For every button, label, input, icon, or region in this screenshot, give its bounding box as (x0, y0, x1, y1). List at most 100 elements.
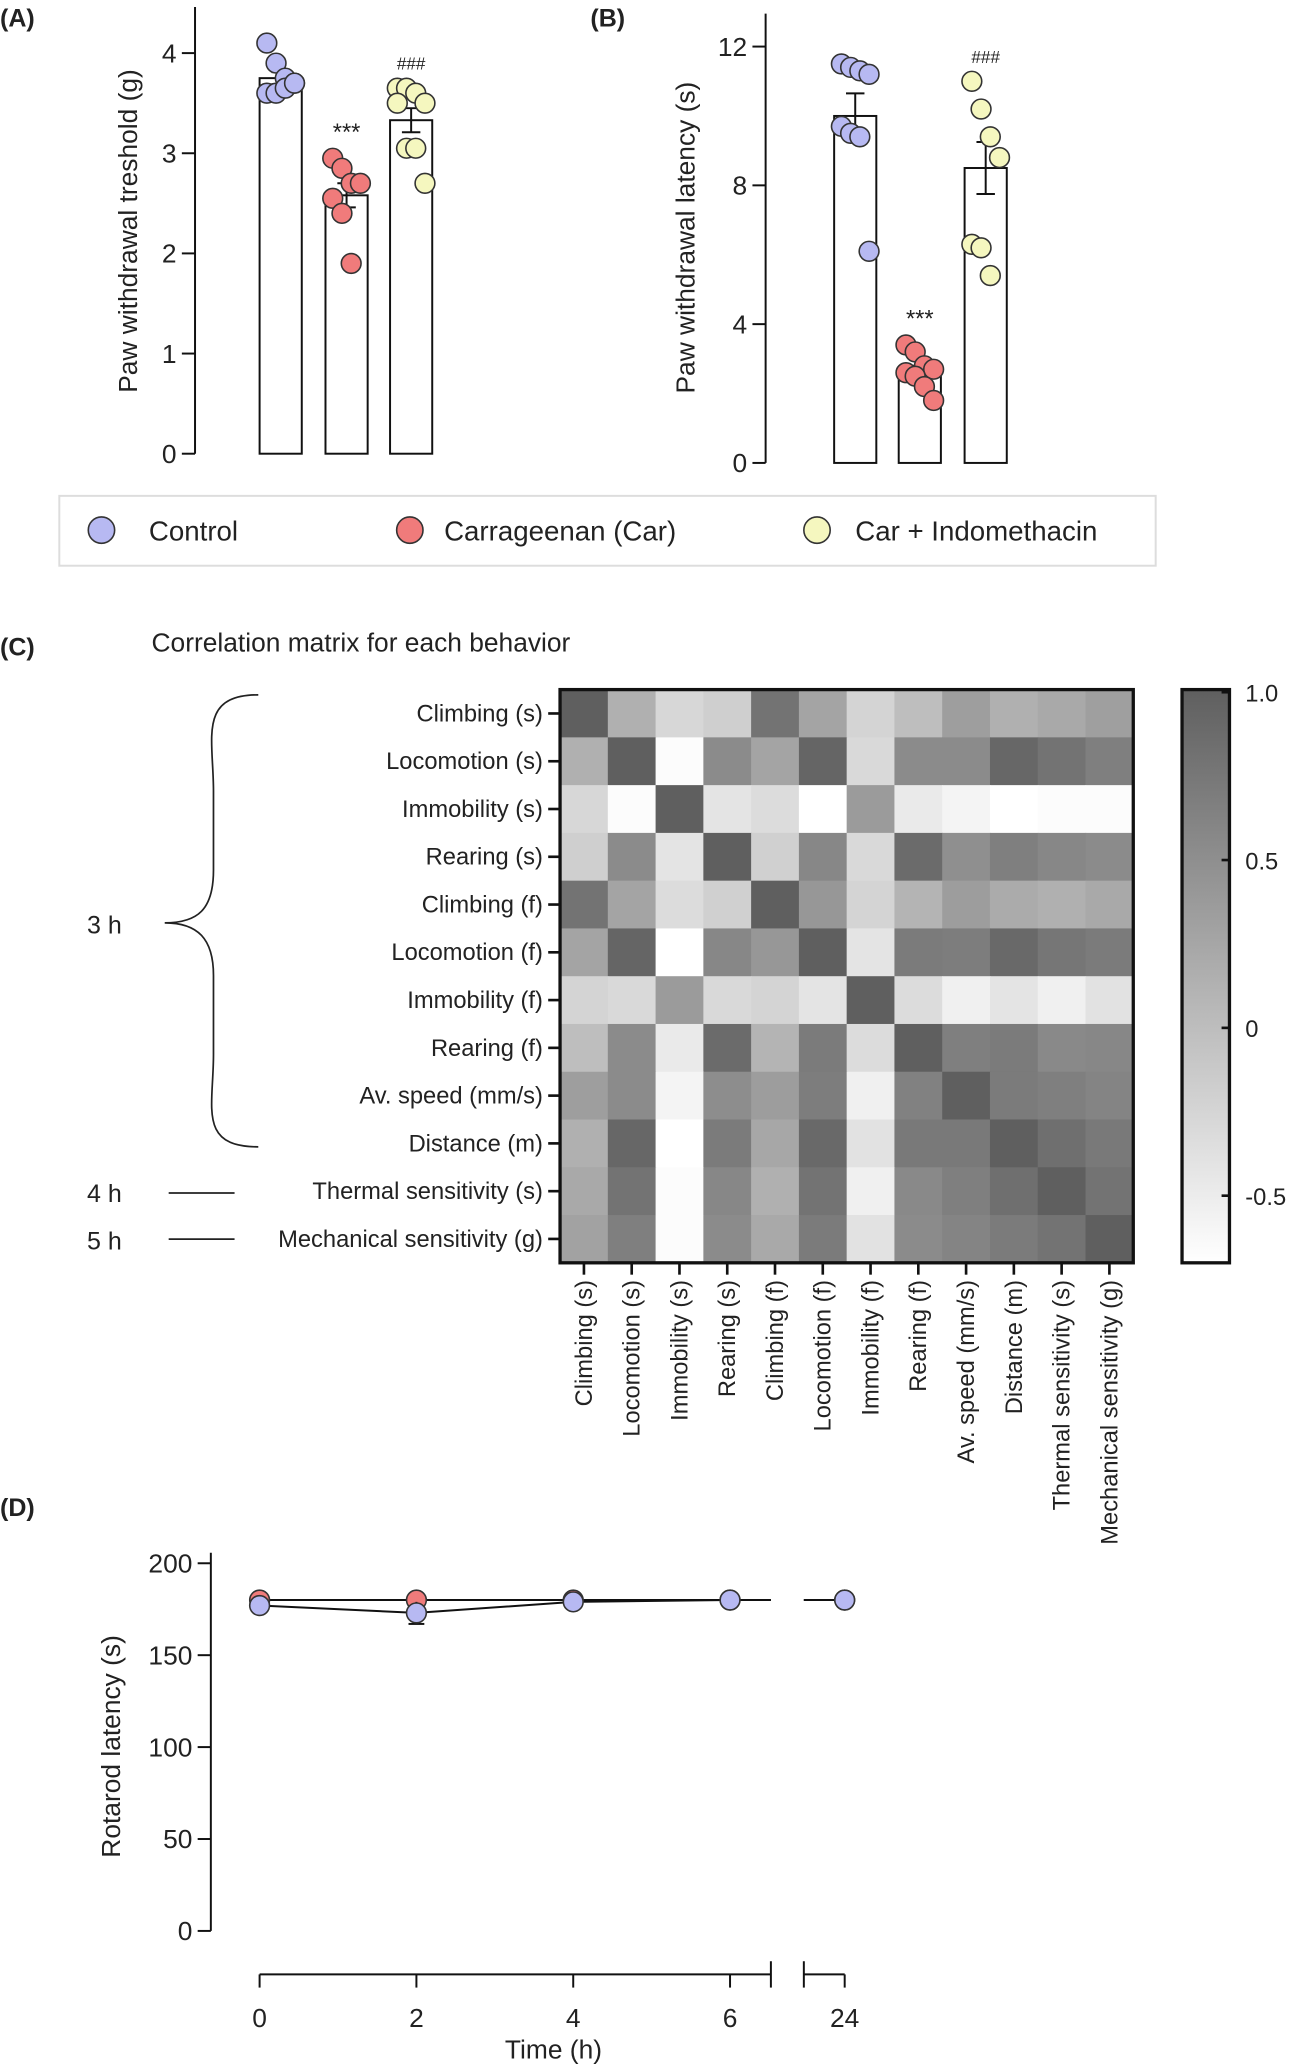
heatmap-cell (703, 1215, 752, 1264)
y-tick-label: 0 (733, 448, 748, 478)
heatmap-cell (703, 1071, 752, 1121)
heatmap-cell (894, 1023, 943, 1073)
significance-label: ### (397, 54, 426, 74)
heatmap-cell (894, 737, 943, 786)
panel-d-label: (D) (0, 1494, 35, 1522)
heatmap-cell (703, 737, 752, 786)
heatmap-cell (1085, 928, 1134, 977)
heatmap-cell (846, 689, 896, 739)
heatmap-cell (655, 689, 705, 739)
heatmap-cell (703, 1023, 752, 1073)
panel-b-label: (B) (590, 5, 625, 33)
heatmap-cell (751, 689, 800, 739)
heatmap-cell (703, 976, 752, 1025)
y-tick-label: 0 (162, 439, 177, 469)
series-line (259, 1599, 771, 1614)
legend-marker-indomethacin (803, 516, 831, 545)
row-label: Climbing (s) (416, 701, 542, 727)
heatmap-cell (894, 1215, 943, 1264)
significance-label: ### (971, 47, 1000, 67)
x-tick-label: 24 (830, 2003, 859, 2033)
heatmap-cell (751, 1215, 800, 1264)
heatmap-cell (942, 832, 991, 882)
column-label: Immobility (s) (667, 1280, 693, 1421)
heatmap-cell (894, 1071, 943, 1121)
heatmap-cell (655, 785, 705, 834)
heatmap-cell (751, 737, 800, 786)
heatmap-title: Correlation matrix for each behavior (152, 627, 571, 657)
heatmap-cell (942, 1167, 991, 1216)
x-tick-label: 0 (252, 2003, 267, 2033)
heatmap-cell (751, 976, 800, 1025)
heatmap-cell (655, 1071, 705, 1121)
heatmap-cell (798, 785, 848, 834)
heatmap-cell (560, 976, 609, 1025)
colorbar (1180, 687, 1232, 1265)
data-point (970, 98, 992, 120)
heatmap-cell (655, 832, 705, 882)
heatmap-cell (703, 880, 752, 930)
heatmap-cell (1085, 1215, 1134, 1264)
significance-label: *** (333, 120, 361, 146)
heatmap-cell (703, 689, 752, 739)
column-label: Locomotion (f) (811, 1280, 837, 1432)
heatmap-cell (751, 1023, 800, 1073)
heatmap-cell (655, 1023, 705, 1073)
heatmap-cell (846, 785, 896, 834)
heatmap-cell (846, 737, 896, 786)
heatmap-cell (751, 785, 800, 834)
heatmap-cell (607, 832, 657, 882)
data-point (283, 72, 306, 94)
heatmap-cell (560, 1119, 609, 1168)
column-label: Climbing (f) (763, 1280, 789, 1401)
heatmap-cell (942, 689, 991, 739)
heatmap-cell (1037, 1119, 1087, 1168)
heatmap-cell (1037, 737, 1087, 786)
x-tick-label: 6 (723, 2003, 738, 2033)
heatmap-cell (798, 737, 848, 786)
heatmap-cell (1085, 785, 1134, 834)
row-label: Immobility (s) (402, 797, 543, 823)
legend-label-indomethacin: Car + Indomethacin (855, 516, 1097, 547)
bar-1 (258, 77, 303, 455)
data-point (349, 172, 372, 194)
y-tick-label: 4 (162, 38, 177, 68)
panel-d: (D) Rotarod latency (s) Time (h) 0 50 100 1… (0, 1494, 859, 2065)
y-tick-label: 200 (148, 1548, 192, 1578)
panel-b: (B) Paw withdrawal latency (s) 0 4 8 12 *** #… (590, 5, 1011, 478)
data-point (979, 126, 1001, 148)
column-label: Rearing (f) (906, 1280, 932, 1392)
heatmap-cell (989, 737, 1039, 786)
heatmap-cell (1037, 1167, 1087, 1216)
y-tick-label: 4 (733, 309, 748, 339)
colorbar-tick-label: 0.5 (1245, 849, 1278, 875)
heatmap-cell (560, 928, 609, 977)
data-point (248, 1594, 271, 1617)
row-label: Thermal sensitivity (s) (312, 1179, 542, 1205)
heatmap-cell (1085, 832, 1134, 882)
heatmap-cell (560, 1071, 609, 1121)
heatmap-cell (1085, 1119, 1134, 1168)
heatmap-cell (607, 1023, 657, 1073)
panel-a: (A) Paw withdrawal treshold (g) 0 1 2 3 4 ***… (0, 5, 436, 469)
heatmap-cell (655, 880, 705, 930)
heatmap-cell (1037, 1071, 1087, 1121)
heatmap-cell (894, 928, 943, 977)
row-label: Av. speed (mm/s) (359, 1084, 543, 1110)
heatmap-cell (894, 832, 943, 882)
heatmap-cell (942, 1119, 991, 1168)
panel-b-ylabel: Paw withdrawal latency (s) (670, 82, 700, 394)
heatmap-cell (560, 737, 609, 786)
data-point (970, 237, 992, 259)
bar-3 (389, 119, 434, 455)
data-point (386, 92, 408, 114)
heatmap-cell (703, 1119, 752, 1168)
group-label-5h: 5 h (87, 1228, 122, 1256)
heatmap-cell (989, 928, 1039, 977)
heatmap-cell (989, 1119, 1039, 1168)
heatmap-cell (846, 1071, 896, 1121)
heatmap-cell (751, 880, 800, 930)
heatmap-cell (798, 880, 848, 930)
panel-a-label: (A) (0, 5, 35, 33)
